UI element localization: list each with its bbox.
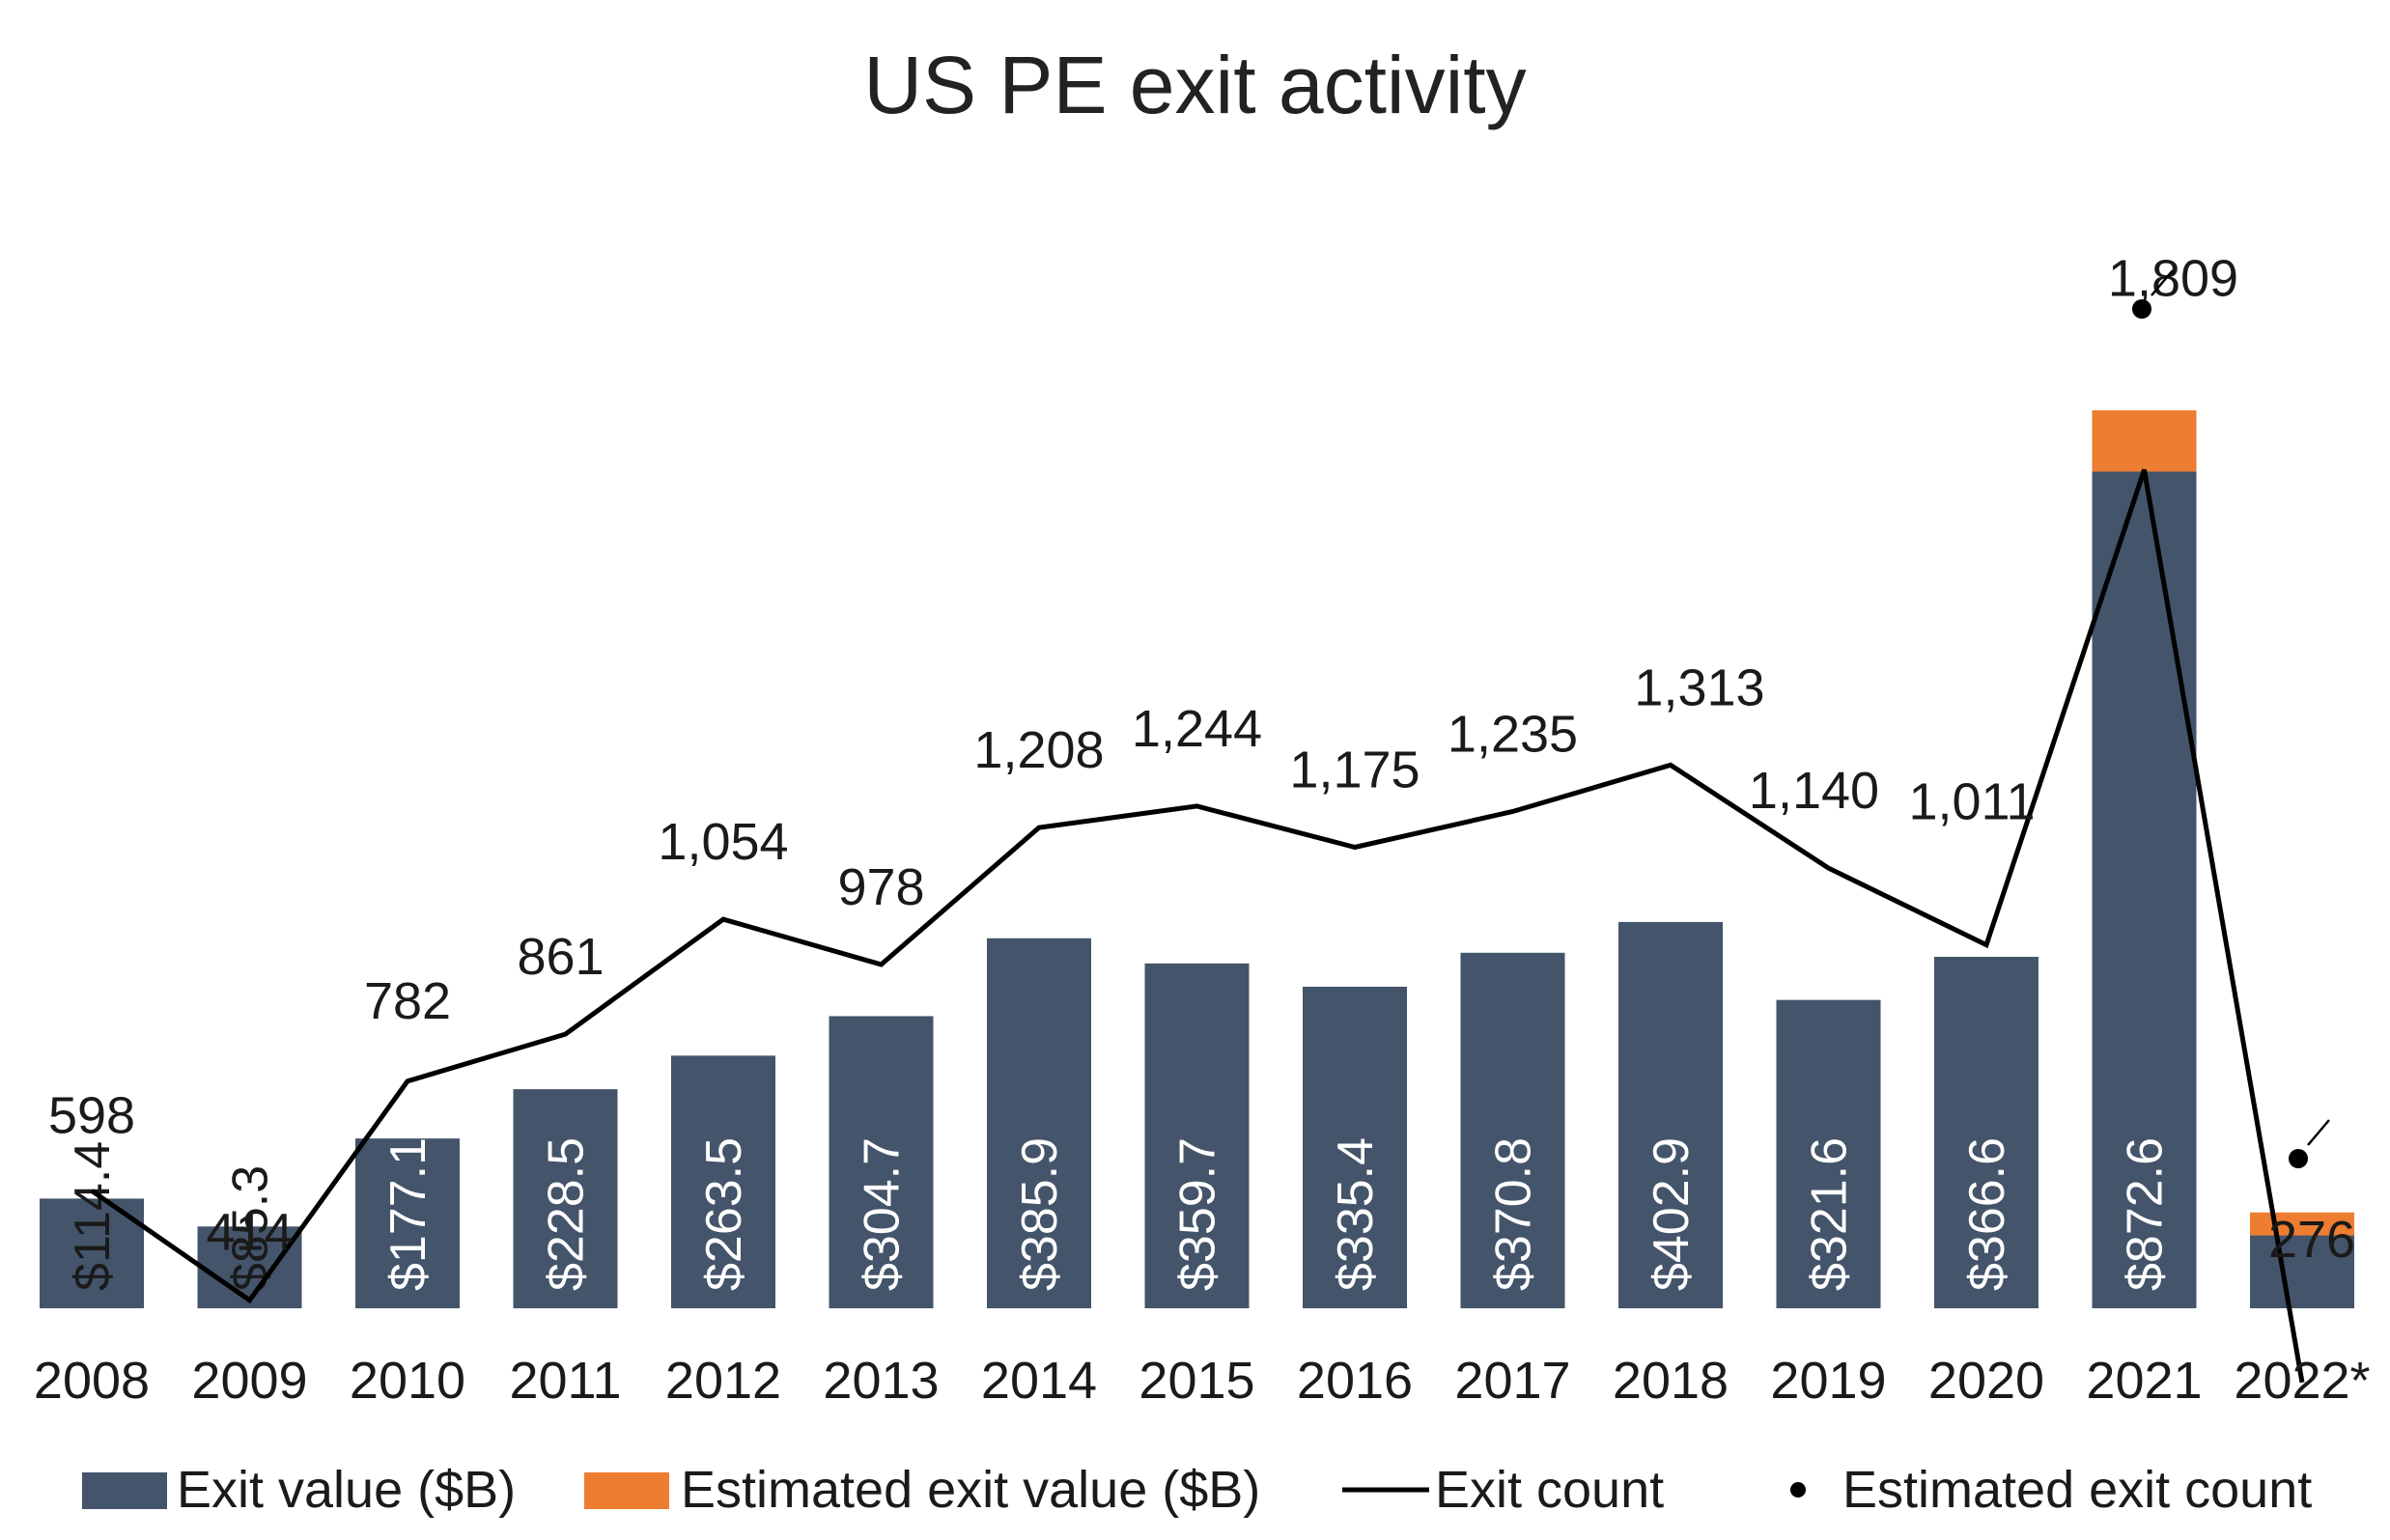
exit-value-bar-2017 bbox=[1460, 952, 1565, 1308]
exit-count-label-2021: 1,809 bbox=[2108, 250, 2238, 308]
exit-count-label-2015: 1,244 bbox=[1132, 700, 1262, 758]
estimated-exit-value-bar-2021 bbox=[2092, 409, 2197, 472]
legend-label-estimated-exit-value: Estimated exit value ($B) bbox=[681, 1461, 1260, 1519]
exit-value-label-2014: $385.9 bbox=[1012, 1137, 1068, 1291]
legend-swatch-exit-value bbox=[82, 1472, 167, 1509]
exit-value-bar-2020 bbox=[1934, 956, 2039, 1308]
x-tick-label-2008: 2008 bbox=[34, 1352, 150, 1410]
x-tick-label-2012: 2012 bbox=[665, 1352, 781, 1410]
estimated-exit-count-leader-2022 bbox=[2307, 1119, 2330, 1146]
x-tick-label-2021: 2021 bbox=[2086, 1352, 2202, 1410]
exit-value-bar-2010 bbox=[355, 1138, 460, 1308]
exit-value-bar-2012 bbox=[671, 1055, 775, 1308]
exit-count-label-2010: 782 bbox=[364, 972, 451, 1030]
exit-value-bar-2011 bbox=[513, 1089, 618, 1308]
legend-label-exit-count: Exit count bbox=[1435, 1461, 1664, 1519]
exit-value-label-2011: $228.5 bbox=[539, 1137, 595, 1291]
exit-count-label-2014: 1,208 bbox=[973, 721, 1104, 779]
x-tick-label-2017: 2017 bbox=[1454, 1352, 1570, 1410]
x-tick-label-2014: 2014 bbox=[981, 1352, 1097, 1410]
exit-value-label-2021: $872.6 bbox=[2118, 1137, 2174, 1291]
exit-value-bar-2013 bbox=[829, 1016, 934, 1308]
exit-value-label-2010: $177.1 bbox=[380, 1137, 436, 1291]
exit-value-label-2019: $321.6 bbox=[1802, 1137, 1858, 1291]
exit-value-bar-2019 bbox=[1776, 999, 1881, 1308]
exit-value-label-2015: $359.7 bbox=[1170, 1137, 1226, 1291]
legend-swatch-estimated-exit-count bbox=[1790, 1482, 1806, 1498]
exit-count-label-2019: 1,140 bbox=[1749, 762, 1879, 820]
exit-count-label-2022: 276 bbox=[2268, 1211, 2355, 1269]
x-tick-label-2016: 2016 bbox=[1297, 1352, 1413, 1410]
exit-count-label-2017: 1,235 bbox=[1448, 705, 1578, 763]
estimated-exit-count-leader-2021 bbox=[2151, 269, 2174, 296]
x-tick-label-2022: 2022* bbox=[2234, 1352, 2370, 1410]
exit-count-label-2011: 861 bbox=[517, 928, 604, 986]
x-tick-label-2019: 2019 bbox=[1770, 1352, 1886, 1410]
legend-swatch-estimated-exit-value bbox=[584, 1472, 669, 1509]
chart-title: US PE exit activity bbox=[863, 40, 1527, 130]
x-tick-label-2015: 2015 bbox=[1139, 1352, 1254, 1410]
exit-count-line bbox=[90, 468, 2305, 1384]
exit-value-label-2008: $114.4 bbox=[65, 1141, 121, 1291]
exit-value-bar-2018 bbox=[1618, 921, 1723, 1308]
exit-count-label-2008: 598 bbox=[48, 1086, 135, 1144]
exit-value-label-2020: $366.6 bbox=[1959, 1137, 2015, 1291]
exit-count-label-2018: 1,313 bbox=[1634, 658, 1764, 716]
exit-count-label-2020: 1,011 bbox=[1908, 773, 2035, 831]
exit-value-bar-2022 bbox=[2250, 1235, 2354, 1308]
exit-value-bar-2009 bbox=[197, 1226, 302, 1308]
exit-value-bar-2015 bbox=[1144, 963, 1250, 1308]
legend-label-exit-value: Exit value ($B) bbox=[177, 1461, 516, 1519]
exit-count-label-2009: 414 bbox=[206, 1204, 293, 1262]
legend-label-estimated-exit-count: Estimated exit count bbox=[1842, 1461, 2312, 1519]
exit-value-label-2012: $263.5 bbox=[696, 1137, 752, 1291]
exit-value-bar-2021 bbox=[2092, 471, 2197, 1309]
x-tick-label-2009: 2009 bbox=[191, 1352, 307, 1410]
exit-value-label-2018: $402.9 bbox=[1644, 1137, 1700, 1291]
exit-count-label-2012: 1,054 bbox=[658, 813, 788, 871]
estimated-exit-count-marker-2021 bbox=[2132, 299, 2151, 319]
exit-value-label-2013: $304.7 bbox=[855, 1137, 911, 1291]
exit-value-label-2017: $370.8 bbox=[1486, 1137, 1542, 1291]
x-tick-label-2010: 2010 bbox=[350, 1352, 465, 1410]
exit-value-bar-2016 bbox=[1303, 986, 1407, 1308]
x-tick-label-2020: 2020 bbox=[1928, 1352, 2044, 1410]
x-tick-label-2018: 2018 bbox=[1613, 1352, 1729, 1410]
exit-value-label-2016: $335.4 bbox=[1328, 1137, 1384, 1291]
x-tick-label-2011: 2011 bbox=[509, 1352, 621, 1410]
x-tick-label-2013: 2013 bbox=[823, 1352, 939, 1410]
exit-value-bar-2014 bbox=[987, 938, 1091, 1308]
estimated-exit-count-marker-2022 bbox=[2289, 1149, 2308, 1168]
exit-count-label-2016: 1,175 bbox=[1289, 741, 1420, 798]
exit-count-label-2013: 978 bbox=[837, 858, 924, 916]
